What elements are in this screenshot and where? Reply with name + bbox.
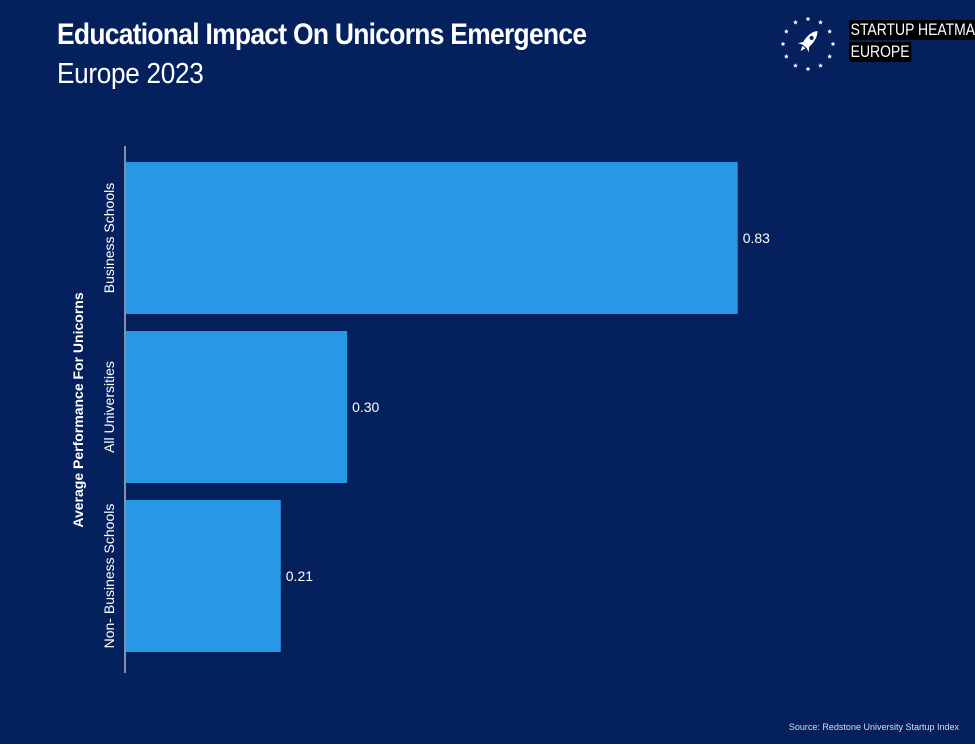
logo-star [783, 28, 789, 34]
chart-subtitle: Europe 2023 [57, 58, 204, 90]
data-label-2: 0.21 [286, 568, 313, 584]
logo-star [783, 53, 789, 59]
bar-1 [126, 331, 348, 483]
logo-text-line1: STARTUP HEATMAP [849, 20, 975, 40]
logo-star [827, 28, 833, 34]
logo-star [805, 66, 811, 72]
logo-star [818, 63, 823, 68]
logo-star [827, 53, 833, 59]
rocket-in-star-ring-icon [780, 16, 836, 72]
category-label-2: Non- Business Schools [101, 504, 117, 649]
logo-text-line2: EUROPE [849, 42, 912, 62]
logo-star [780, 41, 786, 47]
source-note: Source: Redstone University Startup Inde… [788, 722, 959, 732]
bar-0 [126, 162, 738, 314]
category-label-1: All Universities [101, 361, 117, 453]
logo-star [818, 19, 823, 25]
bar-2 [126, 500, 281, 652]
logo-star [793, 19, 798, 25]
data-label-1: 0.30 [352, 399, 379, 415]
chart-title: Educational Impact On Unicorns Emergence [57, 18, 587, 51]
logo-star [805, 16, 811, 22]
startup-heatmap-logo: STARTUP HEATMAP EUROPE [778, 14, 975, 74]
data-label-0: 0.83 [743, 230, 770, 246]
category-label-0: Business Schools [101, 183, 117, 294]
logo-star [793, 63, 798, 68]
logo-star [830, 41, 836, 47]
